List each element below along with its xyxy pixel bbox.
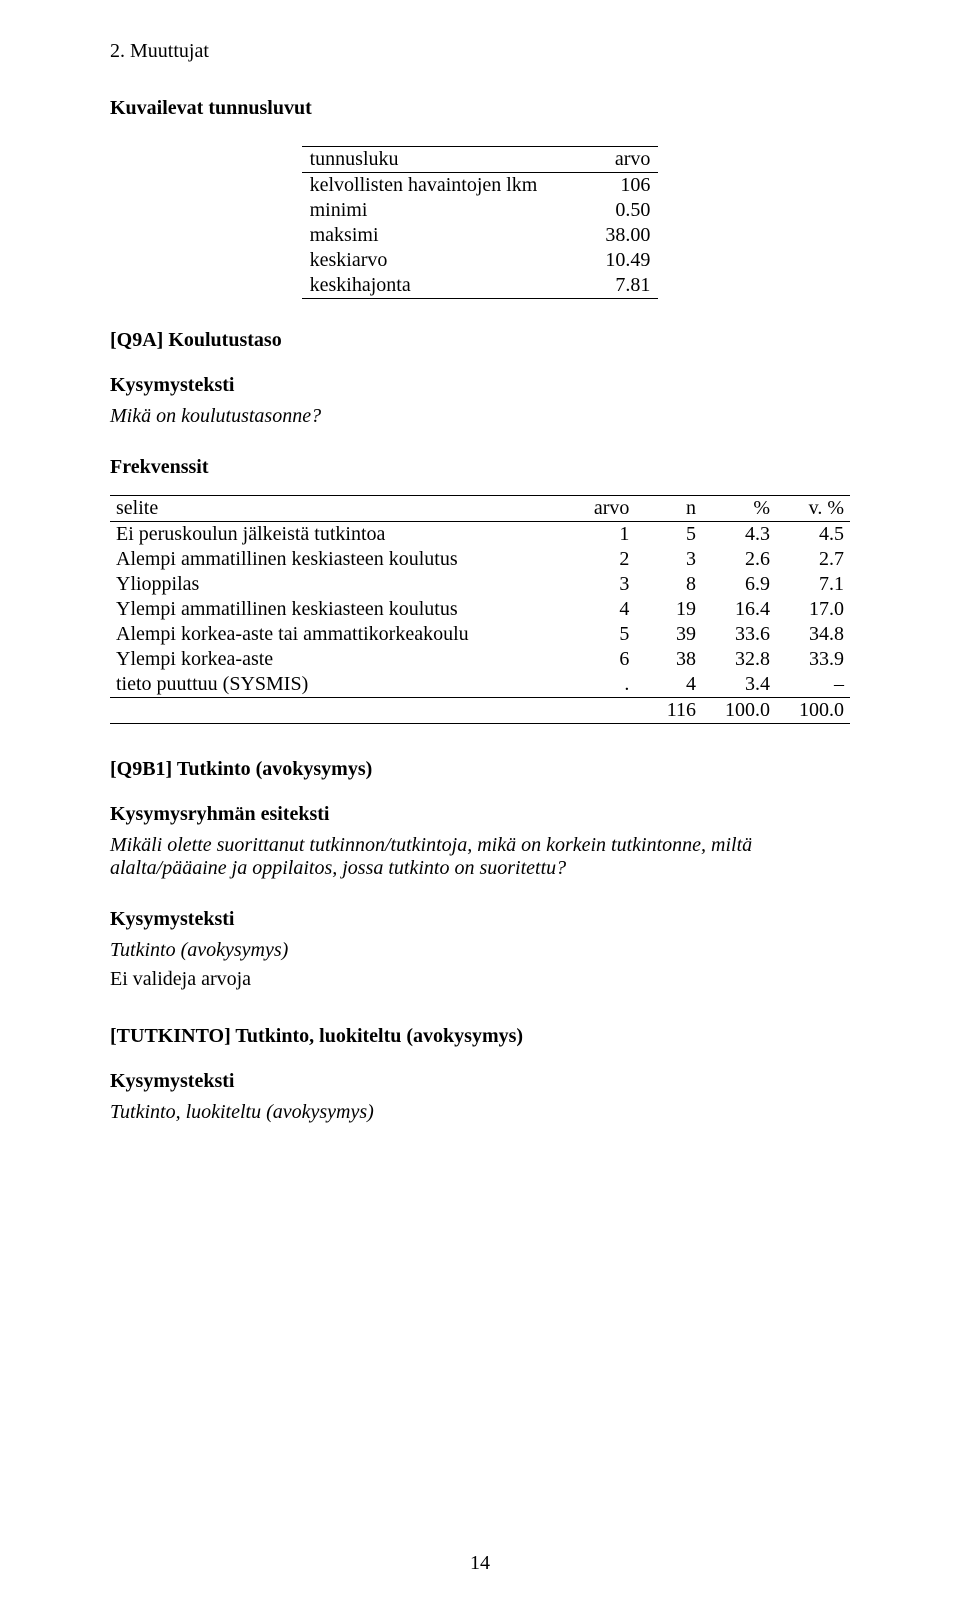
cell-selite: tieto puuttuu (SYSMIS) <box>110 672 569 697</box>
table-row: maksimi 38.00 <box>302 223 659 248</box>
table-header: tunnusluku arvo <box>302 147 659 172</box>
table-row: Ylempi ammatillinen keskiasteen koulutus… <box>110 597 850 622</box>
cell-selite: Alempi korkea-aste tai ammattikorkeakoul… <box>110 622 569 647</box>
col-header-tunnusluku: tunnusluku <box>302 147 598 172</box>
cell-value: 0.50 <box>597 198 658 223</box>
table-row: Alempi korkea-aste tai ammattikorkeakoul… <box>110 622 850 647</box>
cell-value: 106 <box>597 173 658 198</box>
cell-arvo: 5 <box>569 622 636 647</box>
cell-pct: 16.4 <box>702 597 776 622</box>
cell-pct: 6.9 <box>702 572 776 597</box>
cell-vpct: 33.9 <box>776 647 850 672</box>
cell-n: 3 <box>635 547 702 572</box>
cell-selite: Ei peruskoulun jälkeistä tutkintoa <box>110 522 569 547</box>
cell-value: 38.00 <box>597 223 658 248</box>
table-row: keskihajonta 7.81 <box>302 273 659 298</box>
cell-n: 116 <box>635 698 702 723</box>
page-number: 14 <box>0 1552 960 1575</box>
table-row: Ei peruskoulun jälkeistä tutkintoa 1 5 4… <box>110 522 850 547</box>
cell-arvo: 4 <box>569 597 636 622</box>
col-header-arvo: arvo <box>597 147 658 172</box>
descriptives-heading: Kuvailevat tunnusluvut <box>110 97 850 120</box>
cell-n: 8 <box>635 572 702 597</box>
cell-arvo: 3 <box>569 572 636 597</box>
cell-selite <box>110 698 569 723</box>
q9a-freq-label: Frekvenssit <box>110 456 850 479</box>
cell-vpct: 2.7 <box>776 547 850 572</box>
cell-selite: Alempi ammatillinen keskiasteen koulutus <box>110 547 569 572</box>
table-row: minimi 0.50 <box>302 198 659 223</box>
cell-n: 5 <box>635 522 702 547</box>
cell-n: 4 <box>635 672 702 697</box>
q9a-question: Mikä on koulutustasonne? <box>110 405 850 428</box>
cell-arvo: 2 <box>569 547 636 572</box>
cell-vpct: 100.0 <box>776 698 850 723</box>
col-header-arvo: arvo <box>569 496 636 521</box>
cell-n: 39 <box>635 622 702 647</box>
cell-selite: Ylempi korkea-aste <box>110 647 569 672</box>
q9b1-group-text: Mikäli olette suorittanut tutkinnon/tutk… <box>110 834 850 880</box>
cell-label: maksimi <box>302 223 598 248</box>
cell-vpct: 4.5 <box>776 522 850 547</box>
col-header-n: n <box>635 496 702 521</box>
q9a-freq-table: selite arvo n % v. % Ei peruskoulun jälk… <box>110 495 850 724</box>
cell-vpct: – <box>776 672 850 697</box>
page-container: 2. Muuttujat Kuvailevat tunnusluvut tunn… <box>0 0 960 1601</box>
q9b1-code: [Q9B1] Tutkinto (avokysymys) <box>110 758 850 781</box>
col-header-selite: selite <box>110 496 569 521</box>
cell-n: 19 <box>635 597 702 622</box>
col-header-pct: % <box>702 496 776 521</box>
cell-value: 10.49 <box>597 248 658 273</box>
tutkinto-kysymysteksti-label: Kysymysteksti <box>110 1070 850 1093</box>
table-row: Ylempi korkea-aste 6 38 32.8 33.9 <box>110 647 850 672</box>
q9a-kysymysteksti-label: Kysymysteksti <box>110 374 850 397</box>
table-row: Ylioppilas 3 8 6.9 7.1 <box>110 572 850 597</box>
cell-pct: 3.4 <box>702 672 776 697</box>
cell-pct: 32.8 <box>702 647 776 672</box>
cell-selite: Ylempi ammatillinen keskiasteen koulutus <box>110 597 569 622</box>
cell-pct: 2.6 <box>702 547 776 572</box>
tutkinto-code: [TUTKINTO] Tutkinto, luokiteltu (avokysy… <box>110 1025 850 1048</box>
tutkinto-question: Tutkinto, luokiteltu (avokysymys) <box>110 1101 850 1124</box>
cell-vpct: 7.1 <box>776 572 850 597</box>
cell-label: keskihajonta <box>302 273 598 298</box>
table-row: keskiarvo 10.49 <box>302 248 659 273</box>
q9b1-question: Tutkinto (avokysymys) <box>110 939 850 962</box>
q9b1-group-text-italic: Mikäli olette suorittanut tutkinnon/tutk… <box>110 834 752 879</box>
q9b1-kysymysteksti-label: Kysymysteksti <box>110 908 850 931</box>
table-row: Alempi ammatillinen keskiasteen koulutus… <box>110 547 850 572</box>
cell-arvo: 6 <box>569 647 636 672</box>
table-row: tieto puuttuu (SYSMIS) . 4 3.4 – <box>110 672 850 697</box>
cell-n: 38 <box>635 647 702 672</box>
section-number: 2. Muuttujat <box>110 40 850 63</box>
cell-value: 7.81 <box>597 273 658 298</box>
cell-label: minimi <box>302 198 598 223</box>
cell-arvo <box>569 698 636 723</box>
cell-label: kelvollisten havaintojen lkm <box>302 173 598 198</box>
table-row: kelvollisten havaintojen lkm 106 <box>302 173 659 198</box>
q9b1-group-label: Kysymysryhmän esiteksti <box>110 803 850 826</box>
cell-pct: 100.0 <box>702 698 776 723</box>
q9a-code: [Q9A] Koulutustaso <box>110 329 850 352</box>
cell-pct: 33.6 <box>702 622 776 647</box>
table-header: selite arvo n % v. % <box>110 496 850 521</box>
cell-vpct: 17.0 <box>776 597 850 622</box>
col-header-vpct: v. % <box>776 496 850 521</box>
table-total: 116 100.0 100.0 <box>110 698 850 723</box>
cell-pct: 4.3 <box>702 522 776 547</box>
descriptives-table: tunnusluku arvo kelvollisten havaintojen… <box>302 146 659 299</box>
cell-selite: Ylioppilas <box>110 572 569 597</box>
cell-arvo: 1 <box>569 522 636 547</box>
cell-vpct: 34.8 <box>776 622 850 647</box>
cell-arvo: . <box>569 672 636 697</box>
cell-label: keskiarvo <box>302 248 598 273</box>
q9b1-no-valid: Ei valideja arvoja <box>110 968 850 991</box>
